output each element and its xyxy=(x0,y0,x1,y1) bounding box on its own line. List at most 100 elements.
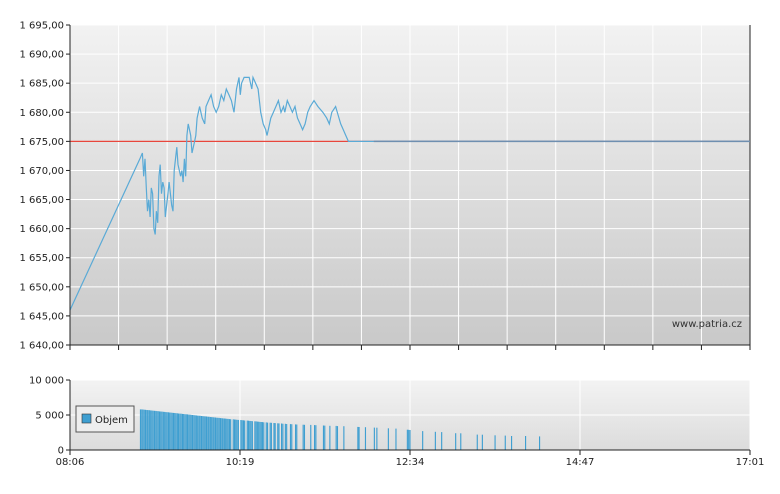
volume-bar xyxy=(422,431,424,450)
volume-bar xyxy=(343,426,345,450)
volume-bar xyxy=(151,410,153,450)
volume-bar xyxy=(150,410,152,450)
volume-bar xyxy=(322,425,325,450)
volume-bar xyxy=(192,415,194,450)
volume-bar xyxy=(166,412,168,450)
volume-bar xyxy=(206,416,208,450)
volume-bar xyxy=(406,429,408,450)
volume-bar xyxy=(226,418,228,450)
legend-label-objem: Objem xyxy=(95,415,128,426)
volume-bar xyxy=(409,430,411,450)
volume-bar xyxy=(249,420,251,450)
volume-bar xyxy=(185,414,187,450)
volume-bar xyxy=(142,409,144,450)
volume-bar xyxy=(260,422,262,450)
volume-bar xyxy=(336,426,339,450)
volume-bar xyxy=(460,433,462,450)
volume-bar xyxy=(511,436,513,450)
volume-bar xyxy=(171,412,173,450)
volume-bar xyxy=(195,415,197,450)
volume-bar xyxy=(269,422,271,450)
x-tick-label: 08:06 xyxy=(56,457,85,468)
volume-bar xyxy=(198,415,200,450)
volume-bar xyxy=(202,416,204,450)
volume-bar xyxy=(175,413,177,450)
volume-bar xyxy=(200,416,203,450)
volume-bar xyxy=(250,421,252,450)
volume-bar xyxy=(441,432,443,450)
volume-bars xyxy=(139,409,541,450)
volume-bar xyxy=(335,425,337,450)
volume-bar xyxy=(160,411,162,450)
volume-bar xyxy=(159,411,161,450)
volume-bar xyxy=(241,420,243,450)
volume-bar xyxy=(220,418,222,450)
price-y-tick-label: 1 660,00 xyxy=(19,224,64,235)
volume-bar xyxy=(236,419,238,450)
volume-bar xyxy=(259,421,261,450)
volume-bar xyxy=(476,434,478,450)
volume-bar xyxy=(183,414,185,450)
volume-bar xyxy=(246,420,248,450)
volume-bar xyxy=(161,411,163,450)
volume-bar xyxy=(213,417,215,450)
volume-bar xyxy=(373,427,375,450)
price-y-tick-label: 1 645,00 xyxy=(19,311,64,322)
volume-bar xyxy=(387,428,389,450)
volume-bar xyxy=(225,418,227,450)
volume-bar xyxy=(176,413,178,450)
volume-y-tick-label: 0 xyxy=(58,446,64,457)
volume-bar xyxy=(165,412,167,450)
volume-bar xyxy=(289,424,292,450)
volume-bar xyxy=(209,417,211,450)
volume-bar xyxy=(247,420,250,450)
price-y-tick-label: 1 675,00 xyxy=(19,137,64,148)
volume-bar xyxy=(156,411,158,450)
volume-bar xyxy=(282,423,284,450)
volume-bar xyxy=(329,425,331,450)
volume-bar xyxy=(255,421,257,450)
volume-bar xyxy=(212,417,214,450)
volume-bar xyxy=(237,419,239,450)
x-tick-label: 14:47 xyxy=(566,457,595,468)
volume-bar xyxy=(190,414,192,450)
volume-bar xyxy=(164,411,166,450)
price-y-tick-label: 1 655,00 xyxy=(19,253,64,264)
volume-bar xyxy=(277,423,279,450)
volume-y-axis: 0 5 000 10 000 xyxy=(29,376,70,457)
volume-bar xyxy=(214,417,217,450)
volume-bar xyxy=(145,409,147,450)
volume-bar xyxy=(296,424,298,450)
volume-bar xyxy=(315,425,317,450)
time-x-axis: 08:06 10:19 12:34 14:47 17:01 xyxy=(56,345,764,468)
watermark: www.patria.cz xyxy=(672,319,742,330)
volume-bar xyxy=(217,417,219,450)
volume-bar xyxy=(376,427,378,450)
volume-bar xyxy=(221,418,223,450)
volume-bar xyxy=(302,424,304,450)
price-y-tick-label: 1 685,00 xyxy=(19,79,64,90)
volume-bar xyxy=(180,413,182,450)
price-y-tick-label: 1 670,00 xyxy=(19,166,64,177)
volume-bar xyxy=(324,425,326,450)
volume-bar xyxy=(234,419,236,450)
volume-bar xyxy=(189,414,191,450)
volume-bar xyxy=(434,431,436,450)
volume-bar xyxy=(455,433,457,450)
volume-bar xyxy=(284,423,286,450)
volume-bar xyxy=(222,418,224,450)
price-y-tick-label: 1 650,00 xyxy=(19,282,64,293)
volume-y-tick-label: 10 000 xyxy=(29,376,64,387)
volume-bar xyxy=(188,414,190,450)
volume-bar xyxy=(155,410,157,450)
volume-bar xyxy=(267,422,269,450)
volume-bar xyxy=(263,422,265,450)
volume-bar xyxy=(169,412,171,450)
volume-bar xyxy=(235,419,237,450)
volume-bar xyxy=(303,424,306,450)
volume-bar xyxy=(141,409,143,450)
volume-bar xyxy=(357,426,359,450)
legend: Objem xyxy=(75,405,135,433)
volume-bar xyxy=(395,428,397,450)
